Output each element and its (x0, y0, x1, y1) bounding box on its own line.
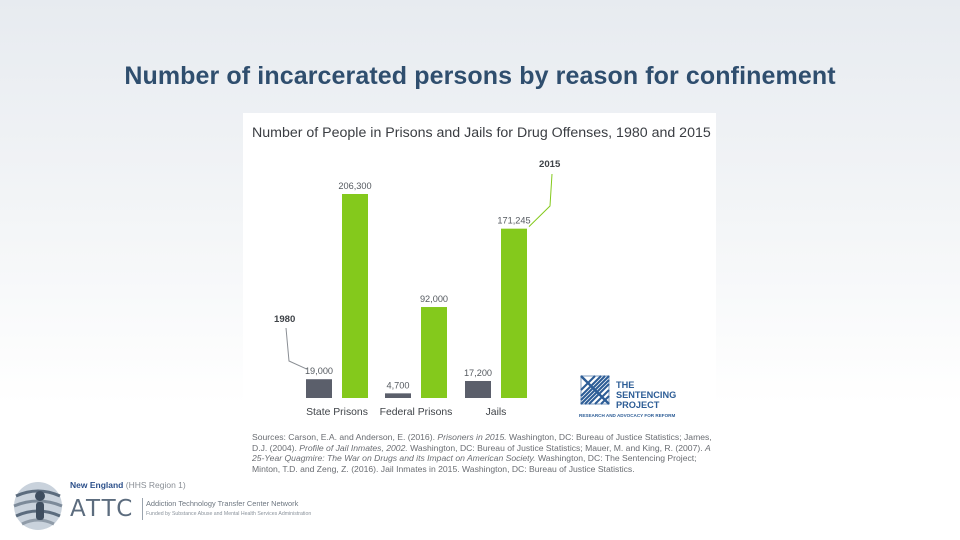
sources-text-1: Sources: Carson, E.A. and Anderson, E. (… (252, 432, 438, 442)
sources-title-3: A 25-Year Quagmire: The War on Drugs and… (252, 442, 711, 464)
attc-divider (142, 498, 143, 520)
data-label: 171,245 (497, 216, 530, 226)
attc-wordmark: ATTC (70, 496, 135, 522)
labels-layer: 19,000 206,300 State Prisons 4,700 92,000 Fed… (305, 181, 531, 418)
chart-title: Number of People in Prisons and Jails fo… (252, 125, 711, 141)
attc-funded-by: Funded by Substance Abuse and Mental Hea… (146, 511, 312, 517)
sources-title-2: Profile of Jail Inmates, 2002. (299, 442, 408, 453)
attc-row: ATTC Addiction Technology Transfer Cente… (70, 496, 311, 522)
data-label: 92,000 (420, 294, 448, 304)
chart-panel: Number of People in Prisons and Jails fo… (243, 113, 716, 474)
footer-region: New England (HHS Region 1) (70, 480, 186, 490)
bars-layer (306, 194, 527, 398)
bar-1980-jails (465, 380, 491, 398)
chart-svg: Number of People in Prisons and Jails fo… (252, 125, 711, 418)
sources-text-4: Washington, DC: The Sentencing Project; … (252, 453, 697, 474)
category-label: Jails (486, 407, 507, 418)
callout-line-2015 (528, 173, 553, 228)
bar-2015-jails (501, 228, 527, 398)
bar-1980-federal-prisons (385, 393, 411, 398)
attc-network-name: Addiction Technology Transfer Center Net… (146, 499, 299, 508)
footer-branding: New England (HHS Region 1) ATTC Addictio… (70, 480, 311, 522)
logo-line-2: SENTENCING (616, 390, 676, 400)
logo-tagline: RESEARCH AND ADVOCACY FOR REFORM (579, 413, 675, 418)
bar-2015-federal-prisons (421, 307, 447, 398)
sources-text-3: Washington, DC: Bureau of Justice Statis… (407, 442, 705, 453)
category-label: Federal Prisons (380, 407, 453, 418)
attc-globe-icon (13, 482, 63, 530)
slide-title: Number of incarcerated persons by reason… (124, 62, 836, 90)
category-label: State Prisons (306, 407, 368, 418)
logo-line-3: PROJECT (616, 400, 660, 410)
region-name: New England (70, 480, 124, 490)
data-label: 19,000 (305, 366, 333, 376)
sources-title-1: Prisoners in 2015. (437, 432, 507, 442)
sentencing-project-logo: THE SENTENCING PROJECT RESEARCH AND ADVO… (579, 374, 676, 418)
bar-2015-state-prisons (342, 194, 368, 398)
region-sub: (HHS Region 1) (125, 480, 186, 490)
sources-note: Sources: Carson, E.A. and Anderson, E. (… (252, 432, 712, 474)
data-label: 17,200 (464, 368, 492, 378)
callouts-layer: 1980 2015 (274, 159, 561, 370)
sentencing-project-mark-icon (579, 374, 611, 406)
logo-line-1: THE (616, 380, 634, 390)
legend-2015-callout: 2015 (539, 159, 561, 170)
legend-1980-callout: 1980 (274, 314, 295, 325)
data-label: 206,300 (338, 181, 371, 191)
sources-text-2: Washington, DC: Bureau of Justice Statis… (252, 432, 712, 453)
callout-line-1980 (285, 327, 308, 370)
bar-1980-state-prisons (306, 379, 332, 398)
data-label: 4,700 (387, 380, 410, 390)
